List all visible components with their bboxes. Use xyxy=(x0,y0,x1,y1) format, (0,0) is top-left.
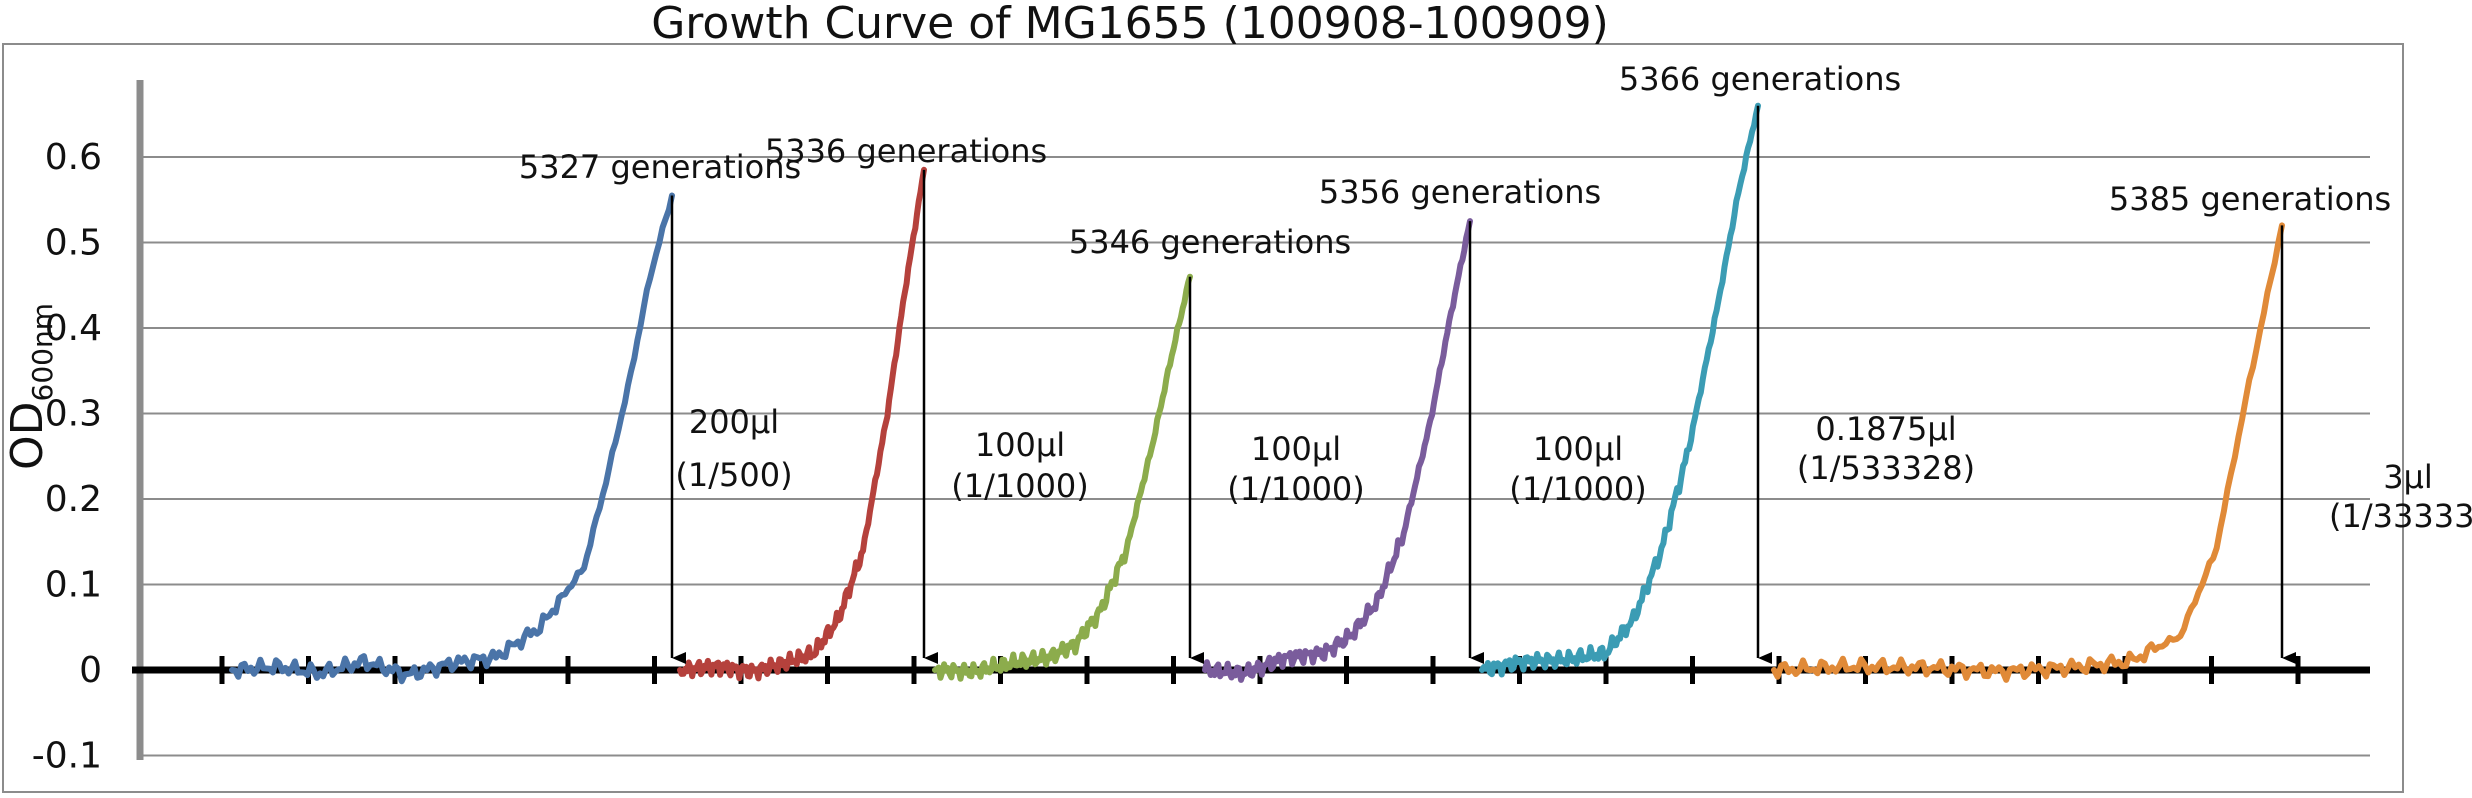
series-line-2 xyxy=(677,166,927,682)
dilution-volume-label: 100μl xyxy=(975,426,1065,464)
dilution-ratio-label: (1/533328) xyxy=(1797,449,1975,487)
series-line-6 xyxy=(1771,222,2285,683)
dilution-volume-label: 100μl xyxy=(1533,430,1623,468)
y-tick-label: 0 xyxy=(79,650,102,691)
generation-label: 5366 generations xyxy=(1619,60,1901,98)
y-tick-label: 0.4 xyxy=(45,308,102,349)
y-axis-label-subscript: 600nm xyxy=(26,303,59,401)
y-tick-label: 0.1 xyxy=(45,565,102,606)
dilution-ratio-label: (1/500) xyxy=(675,456,792,494)
dilution-ratio-label: (1/33333) xyxy=(2329,497,2472,535)
series-line-4 xyxy=(1202,218,1473,683)
y-tick-label: 0.6 xyxy=(45,137,102,178)
y-axis-label-main: OD xyxy=(2,401,53,470)
series-line-5 xyxy=(1479,102,1761,678)
dilution-volume-label: 200μl xyxy=(689,403,779,441)
generation-label: 5327 generations xyxy=(519,148,801,186)
chart-title: Growth Curve of MG1655 (100908-100909) xyxy=(651,0,1609,49)
series-line-1 xyxy=(229,192,675,685)
dilution-ratio-label: (1/1000) xyxy=(1509,470,1647,508)
plot-frame xyxy=(2,43,2404,793)
y-tick-label: 0.2 xyxy=(45,479,102,520)
series-line-3 xyxy=(932,273,1193,682)
dilution-volume-label: 100μl xyxy=(1251,430,1341,468)
dilution-ratio-label: (1/1000) xyxy=(1227,470,1365,508)
generation-label: 5346 generations xyxy=(1069,223,1351,261)
dilution-volume-label: 3μl xyxy=(2383,458,2433,496)
generation-label: 5356 generations xyxy=(1319,173,1601,211)
y-axis-label: OD600nm xyxy=(2,303,59,470)
generation-label: 5336 generations xyxy=(765,132,1047,170)
dilution-ratio-label: (1/1000) xyxy=(951,467,1089,505)
generation-label: 5385 generations xyxy=(2109,180,2391,218)
y-tick-label: 0.5 xyxy=(45,223,102,264)
dilution-volume-label: 0.1875μl xyxy=(1815,410,1956,448)
y-tick-label: -0.1 xyxy=(32,736,102,777)
y-tick-label: 0.3 xyxy=(45,394,102,435)
